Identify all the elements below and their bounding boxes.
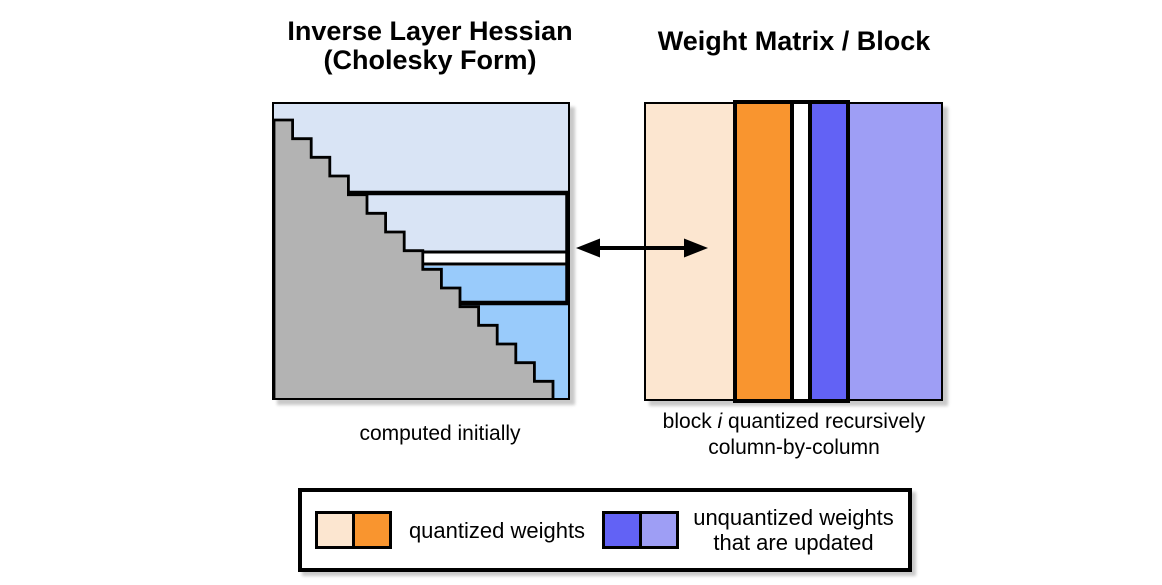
legend-swatch-orange bbox=[355, 514, 389, 546]
right-caption: block i quantized recursively column-by-… bbox=[640, 409, 948, 461]
right-caption-line1: block i quantized recursively bbox=[662, 410, 926, 433]
unquantized-columns-region bbox=[850, 104, 941, 399]
block-unquantized-column bbox=[812, 104, 846, 399]
legend-label-quantized: quantized weights bbox=[408, 517, 586, 543]
right-caption-line2: column-by-column bbox=[708, 436, 880, 459]
left-caption: computed initially bbox=[359, 422, 521, 445]
current-block-outline bbox=[733, 100, 850, 403]
hessian-matrix-diagram bbox=[272, 102, 570, 400]
block-current-column bbox=[790, 104, 812, 399]
legend-swatch-cream bbox=[318, 514, 355, 546]
legend-box: quantized weights unquantized weights th… bbox=[298, 488, 912, 572]
left-title-line1: Inverse Layer Hessian bbox=[287, 16, 573, 46]
hessian-triangular-mask bbox=[272, 118, 555, 400]
weight-matrix-diagram bbox=[644, 100, 943, 403]
legend-label-unquantized-line2: that are updated bbox=[713, 530, 874, 555]
legend-swatch-blue bbox=[605, 514, 642, 546]
legend-label-unquantized-line1: unquantized weights bbox=[693, 505, 894, 530]
block-quantized-column bbox=[737, 104, 790, 399]
legend-swatch-quantized bbox=[315, 511, 392, 549]
legend-swatch-periwinkle bbox=[642, 514, 676, 546]
double-arrow-icon bbox=[576, 238, 708, 258]
hessian-matrix-svg bbox=[272, 102, 570, 400]
left-title: Inverse Layer Hessian (Cholesky Form) bbox=[250, 17, 610, 75]
legend-swatch-unquantized bbox=[602, 511, 679, 549]
legend-label-unquantized: unquantized weights that are updated bbox=[679, 505, 908, 555]
right-title: Weight Matrix / Block bbox=[657, 26, 931, 56]
hessian-matrix-border bbox=[272, 102, 570, 400]
left-title-line2: (Cholesky Form) bbox=[323, 45, 537, 75]
